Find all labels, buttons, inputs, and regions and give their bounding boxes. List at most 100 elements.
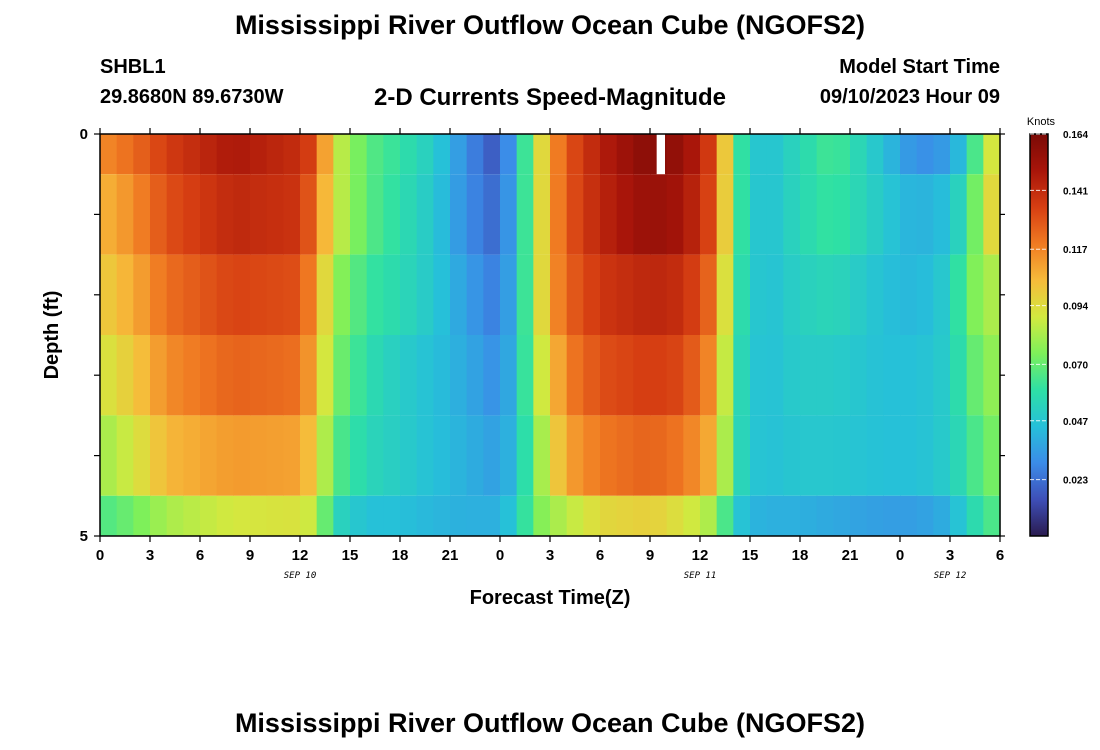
heatmap-cell [350,254,368,335]
missing-data-cell [656,134,665,175]
heatmap-cell [550,495,568,536]
colorbar-tick-label: 0.117 [1063,245,1088,256]
heatmap-cell [616,254,634,335]
heatmap-cell [783,134,801,175]
heatmap-cell [683,254,701,335]
heatmap-cell [600,495,618,536]
heatmap-cell [316,254,334,335]
heatmap-cell [283,495,301,536]
colorbar-tick-label: 0.141 [1063,186,1088,197]
heatmap-cell [166,495,184,536]
heatmap-cell [550,415,568,496]
heatmap-cell [716,254,734,335]
heatmap-cell [850,335,868,416]
heatmap-cell [766,415,784,496]
heatmap-cell [816,134,834,175]
heatmap-cell [333,415,351,496]
heatmap-cell [300,134,318,175]
heatmap-cell [866,134,884,175]
heatmap-cell [116,134,134,175]
heatmap-cell [750,174,768,255]
heatmap-cell [566,495,584,536]
heatmap-cell [983,174,1001,255]
x-tick-label: 15 [342,547,359,564]
heatmap-cell [616,415,634,496]
heatmap-cell [250,335,268,416]
heatmap-cell [483,134,501,175]
heatmap-cell [533,415,551,496]
heatmap-cell [966,134,984,175]
heatmap-cell [183,174,201,255]
heatmap-cell [916,174,934,255]
heatmap-cell [650,495,668,536]
heatmap-cell [500,134,518,175]
x-tick-label: 12 [292,547,309,564]
heatmap-cell [650,174,668,255]
heatmap-cell [466,335,484,416]
x-tick-label: 6 [596,547,604,564]
heatmap-cell [366,174,384,255]
model-start-label: Model Start Time [839,56,1000,78]
heatmap-cell [100,134,118,175]
heatmap-cell [816,174,834,255]
heatmap-cell [550,174,568,255]
heatmap-cell [900,495,918,536]
heatmap-cell [983,335,1001,416]
heatmap-cell [433,174,451,255]
heatmap-cell [466,495,484,536]
x-tick-label: 6 [196,547,204,564]
heatmap-cell [933,415,951,496]
heatmap-cell [150,415,168,496]
heatmap-cell [933,254,951,335]
heatmap-cell [966,335,984,416]
heatmap-cell [800,174,818,255]
heatmap-cell [700,254,718,335]
heatmap-cell [866,174,884,255]
heatmap-cell [133,174,151,255]
heatmap-cell [183,495,201,536]
heatmap-cell [483,174,501,255]
heatmap-cell [883,254,901,335]
x-tick-label: 15 [742,547,759,564]
colorbar-tick-label: 0.164 [1063,130,1088,141]
colorbar-tick-label: 0.094 [1063,302,1088,313]
heatmap-cell [383,134,401,175]
heatmap-cell [233,495,251,536]
heatmap-cell [900,415,918,496]
heatmap-cell [766,495,784,536]
heatmap-cell [133,335,151,416]
heatmap-cell [533,495,551,536]
heatmap-cell [566,254,584,335]
heatmap-cell [516,174,534,255]
heatmap-cell [650,254,668,335]
heatmap-cell [750,254,768,335]
heatmap-cell [266,495,284,536]
heatmap-cell [666,495,684,536]
heatmap-cell [300,254,318,335]
model-start-time: 09/10/2023 Hour 09 [819,86,1000,108]
heatmap-cell [100,495,118,536]
heatmap-cell [733,254,751,335]
heatmap-cell [416,495,434,536]
heatmap-cell [266,134,284,175]
heatmap-cell [733,134,751,175]
x-axis-label: Forecast Time(Z) [470,587,631,609]
heatmap-cell [900,174,918,255]
heatmap-cell [200,415,218,496]
heatmap-cell [200,254,218,335]
heatmap-cell [733,174,751,255]
heatmap-cell [633,174,651,255]
heatmap-cell [883,134,901,175]
heatmap-cell [433,134,451,175]
heatmap-cell [566,335,584,416]
heatmap-cell [583,254,601,335]
footer-title: Mississippi River Outflow Ocean Cube (NG… [234,708,866,738]
heatmap-cell [216,415,234,496]
heatmap-cell [450,134,468,175]
heatmap-cell [166,415,184,496]
heatmap-cell [633,254,651,335]
heatmap-cell [916,254,934,335]
heatmap-cell [316,134,334,175]
heatmap-cell [883,335,901,416]
heatmap-cell [416,415,434,496]
